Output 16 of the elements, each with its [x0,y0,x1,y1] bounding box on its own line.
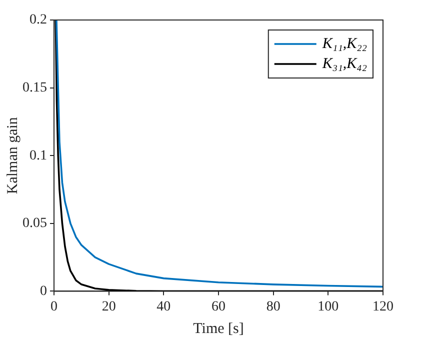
x-tick-label: 0 [50,299,58,314]
y-tick-label: 0.1 [30,148,47,164]
y-tick-label: 0.05 [22,216,47,232]
legend-label: K₁₁,K₂₂ [321,36,368,52]
legend-label: K₃₁,K₄₂ [321,56,368,72]
x-tick-label: 80 [266,299,280,314]
x-tick-label: 20 [102,299,116,314]
x-tick-label: 120 [372,299,394,314]
x-tick-label: 60 [212,299,226,314]
x-tick-label: 40 [156,299,171,314]
x-tick-label: 100 [318,299,339,314]
y-tick-label: 0.15 [22,80,47,96]
y-tick-label: 0.2 [30,12,47,28]
y-axis-title: Kalman gain [4,116,21,194]
x-axis-title: Time [s] [193,320,244,337]
y-tick-label: 0 [40,284,47,299]
